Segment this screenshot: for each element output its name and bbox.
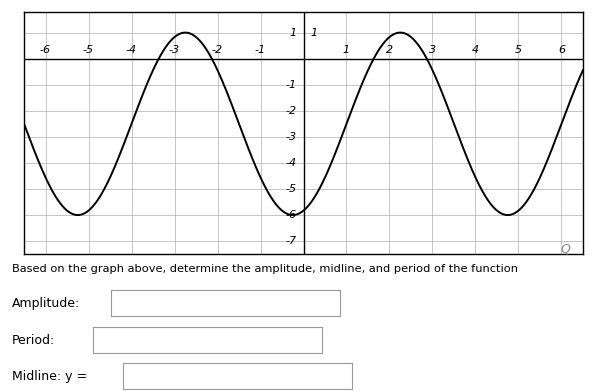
Text: Period:: Period: [12, 334, 55, 347]
Text: 2: 2 [386, 45, 393, 55]
Text: 1: 1 [290, 28, 297, 38]
Text: 1: 1 [310, 28, 317, 38]
Text: 6: 6 [558, 45, 565, 55]
Text: -6: -6 [286, 210, 297, 220]
Text: Midline: y =: Midline: y = [12, 369, 87, 383]
Text: 4: 4 [472, 45, 479, 55]
Text: -5: -5 [83, 45, 94, 55]
Text: -2: -2 [286, 106, 297, 116]
Text: -3: -3 [286, 132, 297, 142]
Text: -6: -6 [40, 45, 51, 55]
Text: -5: -5 [286, 184, 297, 194]
Text: Q: Q [561, 242, 571, 255]
Text: -4: -4 [126, 45, 137, 55]
Text: -1: -1 [286, 80, 297, 90]
Text: -7: -7 [286, 236, 297, 246]
Text: -3: -3 [169, 45, 180, 55]
Text: -2: -2 [212, 45, 223, 55]
Text: Based on the graph above, determine the amplitude, midline, and period of the fu: Based on the graph above, determine the … [12, 264, 518, 274]
Text: -1: -1 [255, 45, 266, 55]
Text: Amplitude:: Amplitude: [12, 296, 81, 310]
Text: 5: 5 [515, 45, 522, 55]
Text: 1: 1 [343, 45, 350, 55]
Text: 3: 3 [429, 45, 436, 55]
Text: -4: -4 [286, 158, 297, 168]
